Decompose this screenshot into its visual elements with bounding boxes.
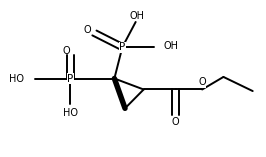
Text: P: P xyxy=(67,73,74,84)
Text: HO: HO xyxy=(63,108,78,118)
Text: P: P xyxy=(67,73,74,84)
Text: P: P xyxy=(119,42,126,52)
Text: O: O xyxy=(198,77,206,87)
Text: O: O xyxy=(172,117,179,127)
Text: OH: OH xyxy=(164,41,178,51)
Text: O: O xyxy=(84,25,92,35)
Text: O: O xyxy=(63,46,70,56)
Text: HO: HO xyxy=(9,73,24,84)
Text: OH: OH xyxy=(130,11,144,21)
